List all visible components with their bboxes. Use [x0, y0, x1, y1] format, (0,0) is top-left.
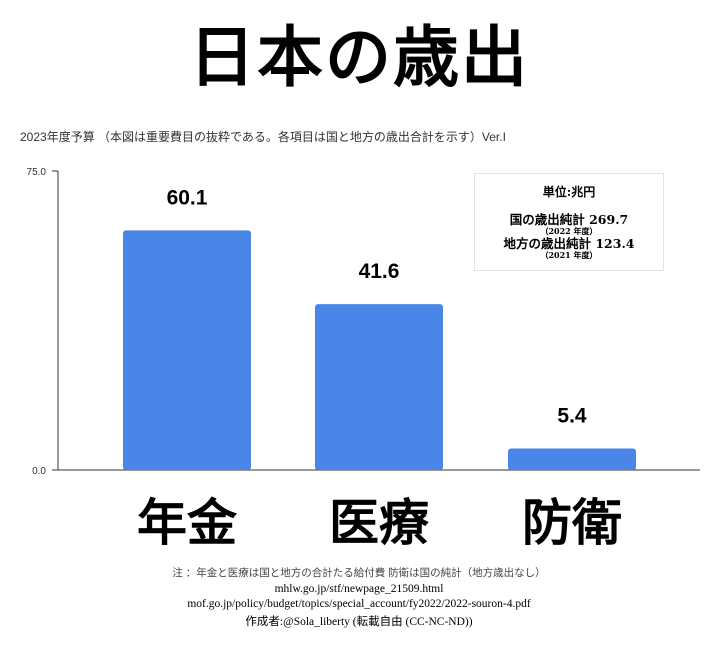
source-link-1: mhlw.go.jp/stf/newpage_21509.html [274, 583, 444, 595]
bar-2 [315, 304, 443, 470]
data-label-3: 5.4 [557, 404, 587, 427]
legend-local-year: （2021 年度） [540, 250, 598, 260]
y-tick-label-min: 0.0 [32, 466, 46, 477]
legend-box: 単位:兆円 国の歳出純計 269.7 （2022 年度） 地方の歳出純計 123… [474, 173, 664, 271]
bar-chart: 75.0 0.0 60.1 年金 41.6 医療 5.4 防衛 [27, 167, 700, 552]
category-label-1: 年金 [137, 494, 238, 552]
category-label-2: 医療 [329, 494, 429, 552]
source-link-2: mof.go.jp/policy/budget/topics/special_a… [187, 598, 531, 610]
legend-local: 地方の歳出純計 123.4 [503, 236, 635, 251]
credit-text: 作成者:@Sola_liberty (転載自由 (CC-NC-ND)) [245, 616, 473, 628]
y-tick-label-max: 75.0 [27, 167, 47, 178]
bars-group: 60.1 年金 41.6 医療 5.4 防衛 [123, 186, 636, 552]
chart-subtitle: 2023年度予算 （本図は重要費目の抜粋である。各項目は国と地方の歳出合計を示す… [20, 130, 506, 144]
bar-1 [123, 230, 251, 470]
legend-national-year: （2022 年度） [540, 226, 598, 236]
data-label-2: 41.6 [359, 260, 400, 283]
category-label-3: 防衛 [522, 494, 622, 552]
legend-unit: 単位:兆円 [542, 185, 596, 199]
chart-title: 日本の歳出 [189, 19, 529, 96]
bar-3 [508, 448, 636, 470]
legend-national: 国の歳出純計 269.7 [509, 212, 629, 227]
footer-note: 注 ：年金と医療は国と地方の合計たる給付費 防衛は国の純計（地方歳出なし） [172, 567, 546, 579]
data-label-1: 60.1 [167, 186, 208, 209]
